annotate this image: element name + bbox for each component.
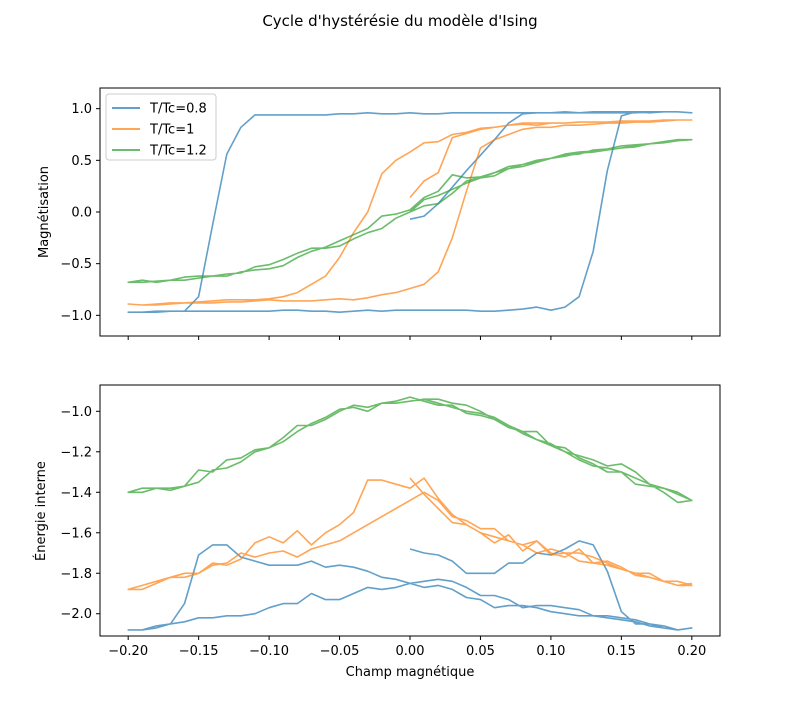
energy-y-tick-label: −1.8: [60, 567, 92, 582]
legend-label: T/Tc=1.2: [149, 144, 207, 159]
energy-x-tick-label: 0.15: [607, 644, 636, 659]
energy-y-tick-label: −1.0: [60, 405, 92, 420]
energy-x-tick-label: −0.05: [320, 644, 360, 659]
energy-x-tick-label: 0.20: [677, 644, 706, 659]
energy-series-line-t-tc-0-8: [127, 540, 693, 631]
legend-label: T/Tc=0.8: [149, 102, 207, 117]
energy-x-ticks: −0.20 −0.15 −0.10 −0.05 0.00 0.05 0.10 0.15 0.20: [108, 636, 706, 659]
magnetization-x-ticks: [127, 336, 693, 340]
energy-series-line-t-tc-1-2: [127, 396, 693, 504]
legend: T/Tc=0.8 T/Tc=1 T/Tc=1.2: [105, 93, 217, 161]
energy-y-tick-label: −1.2: [60, 445, 92, 460]
energy-axes: −0.20 −0.15 −0.10 −0.05 0.00 0.05 0.10 0.15 0.20…: [33, 384, 721, 680]
magnetization-y-tick-label: −1.0: [60, 309, 92, 324]
magnetization-axes: −1.0 −0.5 0.0 0.5 1.0 Magnétisation T/Tc=0.8…: [37, 87, 721, 340]
energy-y-tick-label: −1.6: [60, 526, 92, 541]
energy-x-tick-label: −0.20: [108, 644, 148, 659]
magnetization-y-label: Magnétisation: [37, 166, 52, 258]
legend-label: T/Tc=1: [149, 123, 194, 138]
magnetization-y-tick-label: 0.5: [71, 154, 92, 169]
energy-x-tick-label: 0.10: [536, 644, 565, 659]
energy-x-tick-label: 0.00: [396, 644, 425, 659]
energy-y-tick-label: −1.4: [60, 486, 92, 501]
magnetization-y-tick-label: 1.0: [71, 102, 92, 117]
figure-title: Cycle d'hystérésie du modèle d'Ising: [262, 12, 537, 30]
magnetization-y-tick-label: 0.0: [71, 206, 92, 221]
energy-y-tick-label: −2.0: [60, 607, 92, 622]
magnetization-lines: [127, 111, 693, 314]
magnetization-y-ticks: −1.0 −0.5 0.0 0.5 1.0: [60, 102, 100, 324]
legend-box: [105, 93, 217, 161]
magnetization-series-line-t-tc-1: [127, 119, 693, 306]
energy-x-tick-label: −0.10: [249, 644, 289, 659]
energy-y-ticks: −2.0 −1.8 −1.6 −1.4 −1.2 −1.0: [60, 405, 100, 622]
magnetization-series-line-t-tc-1-2: [127, 138, 693, 284]
energy-x-tick-label: −0.15: [179, 644, 219, 659]
energy-y-label: Énergie interne: [33, 461, 49, 561]
magnetization-series-line-t-tc-0-8: [127, 111, 693, 314]
energy-lines: [127, 396, 693, 631]
energy-series-line-t-tc-1: [127, 477, 693, 591]
energy-x-tick-label: 0.05: [466, 644, 495, 659]
x-axis-label: Champ magnétique: [346, 665, 475, 680]
magnetization-y-tick-label: −0.5: [60, 257, 92, 272]
